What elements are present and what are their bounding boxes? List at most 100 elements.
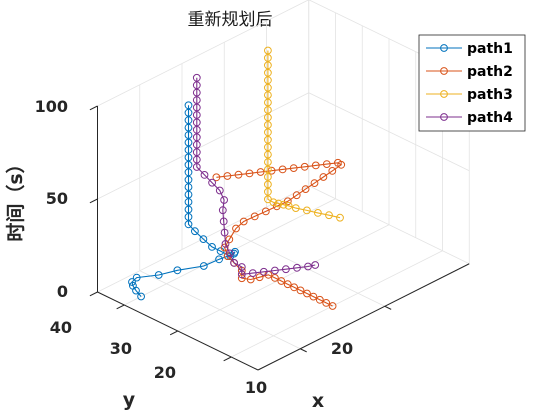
legend-marker <box>440 90 448 98</box>
data-point <box>322 160 331 169</box>
data-point <box>290 283 299 292</box>
data-point <box>192 148 201 157</box>
data-point <box>129 281 137 290</box>
data-point <box>173 266 182 275</box>
z-tick-label-50: 50 <box>46 189 68 208</box>
data-point <box>311 161 320 170</box>
legend-label: path3 <box>467 87 513 103</box>
data-point <box>261 207 270 216</box>
data-point <box>192 96 201 104</box>
data-point <box>223 172 232 180</box>
data-point <box>271 266 279 275</box>
grid-line <box>124 198 336 306</box>
data-point <box>220 196 229 204</box>
data-point <box>264 91 272 99</box>
data-point <box>264 180 272 189</box>
legend-label: path1 <box>467 41 513 57</box>
data-point <box>132 273 141 282</box>
data-point <box>264 121 272 129</box>
data-point <box>184 101 193 110</box>
y-tick-label-40: 40 <box>50 318 72 337</box>
data-point <box>237 270 246 279</box>
series-path4 <box>192 73 320 279</box>
grid-line <box>97 0 309 107</box>
data-point <box>278 165 287 174</box>
data-point <box>264 128 272 137</box>
data-point <box>184 160 193 169</box>
data-point <box>192 73 201 82</box>
data-point <box>264 135 272 144</box>
series-line-path2 <box>216 162 343 307</box>
data-point <box>264 165 272 174</box>
data-point <box>259 267 268 276</box>
data-point <box>264 195 272 204</box>
y-tick-mark <box>169 330 178 336</box>
data-point <box>192 155 201 164</box>
data-point <box>319 173 328 181</box>
grid-line <box>231 250 443 358</box>
data-point <box>283 280 292 289</box>
data-point <box>225 235 234 244</box>
x-tick-mark <box>300 348 307 353</box>
z-tick-mark <box>89 105 98 111</box>
data-point <box>231 247 239 256</box>
z-tick-mark <box>89 198 98 204</box>
data-point <box>303 206 311 215</box>
data-point <box>192 118 201 127</box>
data-point <box>293 263 301 272</box>
data-point <box>264 173 272 181</box>
data-point <box>232 224 240 233</box>
data-point <box>184 190 193 199</box>
data-point <box>311 261 320 269</box>
data-point <box>184 198 193 206</box>
data-point <box>310 179 319 188</box>
data-point <box>192 140 201 149</box>
legend: path1 path2 path3 path4 <box>418 34 526 132</box>
data-point <box>328 167 337 175</box>
x-tick-mark <box>384 305 392 310</box>
plot-area <box>128 46 346 310</box>
data-point <box>301 185 310 194</box>
data-point <box>292 191 301 200</box>
x-tick-label-20: 20 <box>331 339 353 358</box>
data-point <box>245 169 254 178</box>
data-point <box>184 220 193 229</box>
data-point <box>192 81 201 90</box>
y-tick-mark <box>116 304 125 310</box>
z-axis-label: 时间（s） <box>4 154 27 241</box>
data-point <box>291 204 300 213</box>
x-axis-label: x <box>312 390 324 412</box>
data-point <box>221 240 230 248</box>
data-point <box>322 299 331 307</box>
data-point <box>184 205 193 214</box>
data-point <box>137 292 146 301</box>
plot-axes <box>89 0 470 371</box>
series-path2 <box>212 158 346 310</box>
legend-label: path2 <box>467 64 513 80</box>
data-point <box>215 255 224 264</box>
z-tick-mark <box>89 291 98 297</box>
data-point <box>192 125 201 134</box>
data-point <box>264 187 272 196</box>
y-tick-label-30: 30 <box>110 339 132 358</box>
series-path1 <box>128 101 239 301</box>
series-path3 <box>264 46 344 222</box>
data-point <box>264 158 272 167</box>
data-point <box>192 133 201 142</box>
data-point <box>192 163 201 171</box>
data-point <box>296 286 305 295</box>
data-point <box>315 295 324 304</box>
data-point <box>328 302 337 310</box>
z-tick-label-0: 0 <box>57 282 68 301</box>
data-point <box>264 98 272 107</box>
x-tick-label-10: 10 <box>245 378 267 397</box>
data-point <box>250 212 259 221</box>
data-point <box>191 227 199 236</box>
data-point <box>264 143 272 152</box>
data-point <box>192 103 201 112</box>
y-tick-label-20: 20 <box>154 363 176 382</box>
data-point <box>289 164 298 173</box>
data-point <box>314 209 322 217</box>
series-line-path4 <box>196 77 316 276</box>
